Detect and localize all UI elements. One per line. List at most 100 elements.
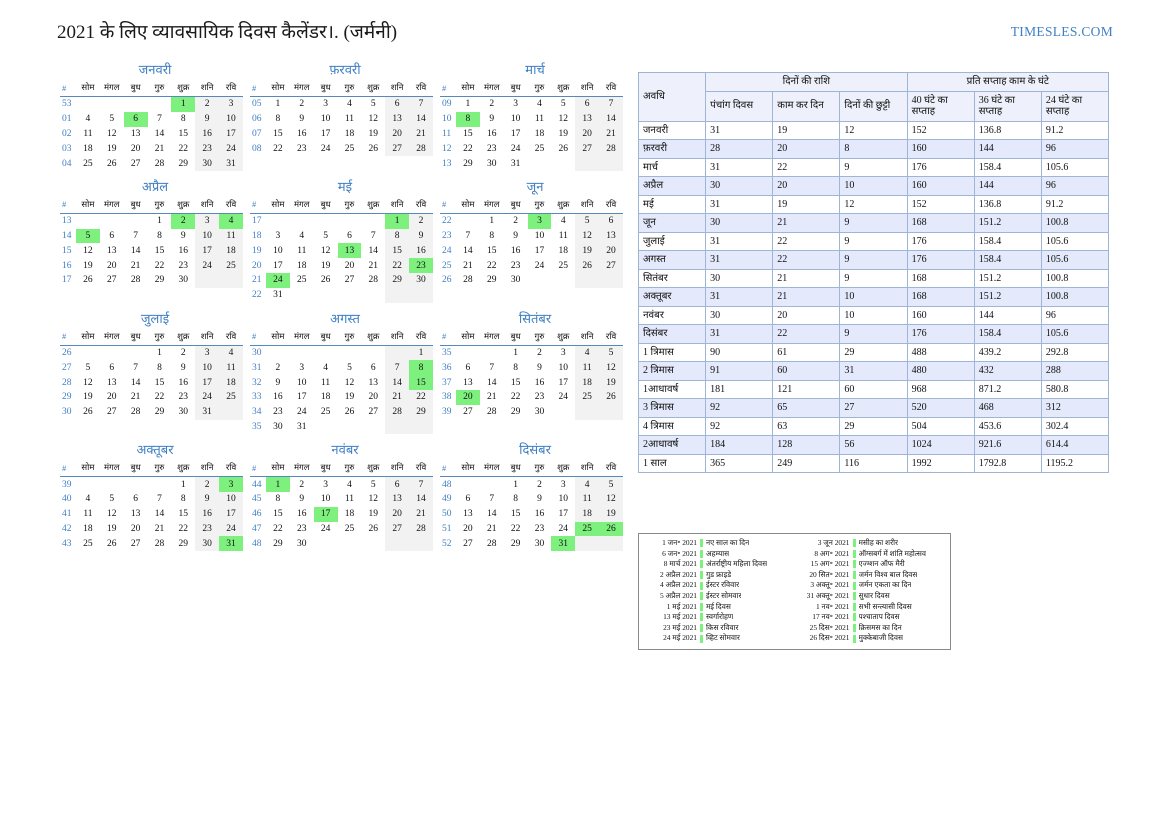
day-cell[interactable]: 30: [178, 275, 189, 286]
day-cell[interactable]: 7: [489, 362, 495, 373]
day-cell[interactable]: 9: [537, 494, 542, 505]
day-cell[interactable]: 3: [560, 347, 566, 358]
day-cell[interactable]: 21: [487, 524, 497, 535]
day-cell[interactable]: 2: [489, 99, 495, 110]
day-cell[interactable]: 27: [463, 538, 473, 549]
day-cell-holiday[interactable]: 3: [527, 213, 552, 229]
day-cell[interactable]: 19: [368, 128, 379, 139]
day-cell-holiday[interactable]: 17: [313, 506, 338, 522]
day-cell[interactable]: 24: [534, 260, 545, 271]
day-cell[interactable]: 31: [195, 404, 220, 420]
day-cell[interactable]: 13: [599, 228, 623, 244]
day-cell[interactable]: 15: [510, 377, 521, 388]
day-cell[interactable]: 2: [195, 476, 220, 493]
day-cell[interactable]: 2: [195, 96, 220, 112]
day-cell-holiday[interactable]: 6: [123, 111, 148, 127]
day-cell[interactable]: 25: [344, 143, 355, 154]
day-cell[interactable]: 25: [534, 143, 545, 154]
day-cell[interactable]: 8: [180, 494, 186, 505]
day-cell[interactable]: 5: [370, 479, 376, 490]
day-cell[interactable]: 20: [575, 126, 600, 142]
day-cell[interactable]: 12: [575, 228, 600, 244]
day-cell[interactable]: 30: [178, 407, 189, 418]
day-cell[interactable]: 23: [297, 143, 307, 154]
day-cell[interactable]: 27: [575, 141, 600, 157]
day-cell[interactable]: 10: [510, 114, 521, 125]
day-cell-holiday[interactable]: 15: [409, 375, 433, 390]
day-cell[interactable]: 23: [510, 260, 521, 271]
day-cell[interactable]: 22: [385, 258, 410, 274]
day-cell[interactable]: 22: [154, 392, 165, 403]
day-cell[interactable]: 29: [178, 538, 189, 549]
day-cell[interactable]: 2: [537, 347, 542, 358]
day-cell-holiday[interactable]: 26: [599, 521, 623, 537]
day-cell[interactable]: 16: [297, 509, 307, 520]
day-cell[interactable]: 18: [558, 245, 569, 256]
day-cell[interactable]: 30: [534, 538, 545, 549]
day-cell-holiday[interactable]: 8: [409, 360, 433, 376]
day-cell[interactable]: 12: [83, 377, 93, 388]
day-cell-holiday[interactable]: 23: [409, 258, 433, 274]
day-cell[interactable]: 20: [599, 243, 623, 259]
day-cell[interactable]: 21: [154, 143, 165, 154]
day-cell[interactable]: 24: [297, 407, 307, 418]
day-cell[interactable]: 31: [510, 158, 521, 169]
day-cell[interactable]: 26: [83, 275, 93, 286]
day-cell[interactable]: 12: [558, 114, 569, 125]
day-cell[interactable]: 16: [178, 377, 189, 388]
day-cell[interactable]: 8: [275, 494, 281, 505]
day-cell[interactable]: 4: [323, 362, 328, 373]
day-cell[interactable]: 9: [195, 111, 220, 127]
day-cell[interactable]: 10: [219, 492, 243, 507]
day-cell[interactable]: 3: [560, 479, 566, 490]
day-cell[interactable]: 26: [368, 524, 379, 535]
day-cell[interactable]: 16: [510, 245, 521, 256]
day-cell[interactable]: 20: [344, 260, 355, 271]
day-cell[interactable]: 22: [510, 524, 521, 535]
day-cell[interactable]: 16: [297, 128, 307, 139]
day-cell[interactable]: 9: [513, 231, 518, 242]
day-cell[interactable]: 2: [275, 362, 281, 373]
day-cell[interactable]: 24: [219, 521, 243, 537]
day-cell[interactable]: 13: [463, 509, 473, 520]
day-cell[interactable]: 17: [195, 243, 220, 259]
day-cell[interactable]: 4: [85, 494, 91, 505]
day-cell[interactable]: 20: [368, 392, 379, 403]
day-cell[interactable]: 11: [83, 509, 93, 520]
day-cell[interactable]: 27: [463, 407, 473, 418]
day-cell-holiday[interactable]: 24: [266, 273, 290, 288]
day-cell[interactable]: 5: [323, 231, 328, 242]
day-cell[interactable]: 29: [463, 158, 473, 169]
day-cell[interactable]: 23: [534, 524, 545, 535]
day-cell[interactable]: 31: [297, 421, 307, 432]
day-cell[interactable]: 19: [107, 524, 117, 535]
day-cell[interactable]: 24: [558, 392, 569, 403]
day-cell[interactable]: 1: [180, 479, 186, 490]
day-cell[interactable]: 2: [409, 213, 433, 229]
day-cell[interactable]: 8: [275, 114, 281, 125]
day-cell[interactable]: 27: [385, 141, 410, 157]
day-cell[interactable]: 15: [510, 509, 521, 520]
day-cell[interactable]: 11: [534, 114, 545, 125]
day-cell[interactable]: 24: [558, 524, 569, 535]
day-cell[interactable]: 4: [347, 479, 352, 490]
day-cell[interactable]: 4: [219, 345, 243, 361]
day-cell[interactable]: 3: [299, 362, 305, 373]
day-cell[interactable]: 15: [273, 128, 283, 139]
day-cell[interactable]: 27: [107, 407, 117, 418]
day-cell[interactable]: 21: [154, 524, 165, 535]
day-cell[interactable]: 15: [154, 377, 165, 388]
day-cell[interactable]: 10: [273, 245, 283, 256]
day-cell[interactable]: 25: [219, 389, 243, 405]
day-cell[interactable]: 19: [558, 128, 569, 139]
day-cell[interactable]: 27: [107, 275, 117, 286]
day-cell[interactable]: 12: [83, 245, 93, 256]
day-cell-holiday[interactable]: 3: [219, 476, 243, 493]
day-cell-holiday[interactable]: 1: [385, 213, 410, 229]
day-cell-holiday[interactable]: 1: [171, 96, 196, 112]
day-cell[interactable]: 21: [130, 260, 141, 271]
day-cell[interactable]: 21: [368, 260, 379, 271]
day-cell[interactable]: 18: [83, 524, 93, 535]
day-cell[interactable]: 28: [385, 404, 410, 420]
day-cell[interactable]: 7: [157, 494, 162, 505]
